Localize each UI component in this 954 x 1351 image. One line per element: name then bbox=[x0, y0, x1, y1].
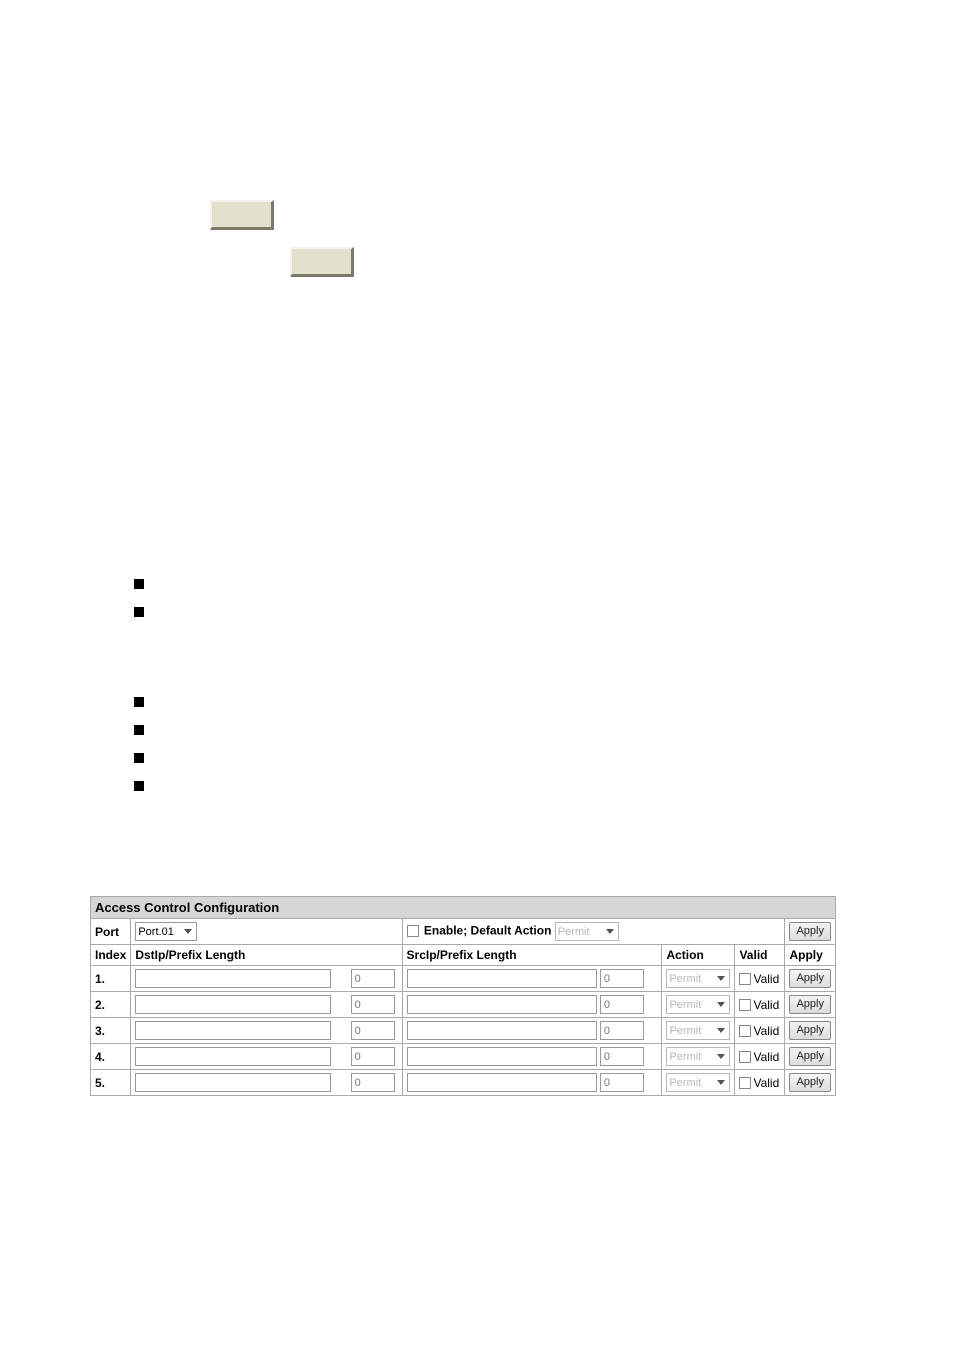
valid-checkbox[interactable] bbox=[739, 1051, 751, 1063]
dst-prefix-input[interactable] bbox=[351, 995, 395, 1014]
dstip-input[interactable] bbox=[135, 1021, 331, 1040]
acl-row: 5. Permit Valid Apply bbox=[91, 1070, 836, 1096]
row-index: 3. bbox=[91, 1018, 131, 1044]
dst-prefix-input[interactable] bbox=[351, 1073, 395, 1092]
dstip-input[interactable] bbox=[135, 969, 331, 988]
bullet-item bbox=[134, 598, 864, 626]
row-action-select[interactable]: Permit bbox=[666, 1021, 730, 1040]
row-action-select[interactable]: Permit bbox=[666, 1073, 730, 1092]
bullet-item bbox=[134, 744, 864, 772]
src-prefix-input[interactable] bbox=[600, 995, 644, 1014]
col-srcip: SrcIp/Prefix Length bbox=[402, 945, 662, 966]
row-index: 1. bbox=[91, 966, 131, 992]
row-action-select[interactable]: Permit bbox=[666, 995, 730, 1014]
src-prefix-input[interactable] bbox=[600, 1021, 644, 1040]
row-index: 2. bbox=[91, 992, 131, 1018]
dst-prefix-input[interactable] bbox=[351, 1047, 395, 1066]
srcip-input[interactable] bbox=[407, 1047, 597, 1066]
srcip-input[interactable] bbox=[407, 1021, 597, 1040]
col-action: Action bbox=[662, 945, 735, 966]
srcip-input[interactable] bbox=[407, 995, 597, 1014]
valid-label: Valid bbox=[753, 1024, 779, 1038]
dstip-input[interactable] bbox=[135, 995, 331, 1014]
bullet-item bbox=[134, 716, 864, 744]
bullet-list-2 bbox=[134, 688, 864, 800]
valid-checkbox[interactable] bbox=[739, 1025, 751, 1037]
row-apply-button[interactable]: Apply bbox=[789, 1073, 831, 1092]
valid-checkbox[interactable] bbox=[739, 1077, 751, 1089]
decor-button-1[interactable] bbox=[210, 200, 274, 230]
dst-prefix-input[interactable] bbox=[351, 1021, 395, 1040]
decor-button-2[interactable] bbox=[290, 247, 354, 277]
row-index: 4. bbox=[91, 1044, 131, 1070]
valid-label: Valid bbox=[753, 1050, 779, 1064]
srcip-input[interactable] bbox=[407, 969, 597, 988]
src-prefix-input[interactable] bbox=[600, 969, 644, 988]
bullet-list-1 bbox=[134, 570, 864, 626]
valid-checkbox[interactable] bbox=[739, 973, 751, 985]
row-apply-button[interactable]: Apply bbox=[789, 969, 831, 988]
src-prefix-input[interactable] bbox=[600, 1073, 644, 1092]
apply-header-button[interactable]: Apply bbox=[789, 922, 831, 941]
acl-table: Access Control Configuration Port Port.0… bbox=[90, 896, 836, 1096]
col-index: Index bbox=[91, 945, 131, 966]
col-apply: Apply bbox=[785, 945, 836, 966]
acl-row: 3. Permit Valid Apply bbox=[91, 1018, 836, 1044]
port-label: Port bbox=[91, 919, 131, 945]
dst-prefix-input[interactable] bbox=[351, 969, 395, 988]
valid-label: Valid bbox=[753, 1076, 779, 1090]
row-action-select[interactable]: Permit bbox=[666, 1047, 730, 1066]
srcip-input[interactable] bbox=[407, 1073, 597, 1092]
enable-checkbox[interactable] bbox=[407, 925, 419, 937]
dstip-input[interactable] bbox=[135, 1073, 331, 1092]
valid-checkbox[interactable] bbox=[739, 999, 751, 1011]
acl-title: Access Control Configuration bbox=[91, 897, 836, 919]
col-dstip: DstIp/Prefix Length bbox=[131, 945, 402, 966]
valid-label: Valid bbox=[753, 998, 779, 1012]
row-apply-button[interactable]: Apply bbox=[789, 1021, 831, 1040]
bullet-item bbox=[134, 772, 864, 800]
acl-row: 4. Permit Valid Apply bbox=[91, 1044, 836, 1070]
bullet-item bbox=[134, 688, 864, 716]
valid-label: Valid bbox=[753, 972, 779, 986]
default-action-select[interactable]: Permit bbox=[555, 922, 619, 941]
dstip-input[interactable] bbox=[135, 1047, 331, 1066]
bullet-item bbox=[134, 570, 864, 598]
col-valid: Valid bbox=[735, 945, 785, 966]
row-index: 5. bbox=[91, 1070, 131, 1096]
acl-row: 2. Permit Valid Apply bbox=[91, 992, 836, 1018]
port-select[interactable]: Port.01 bbox=[135, 922, 197, 941]
row-apply-button[interactable]: Apply bbox=[789, 1047, 831, 1066]
acl-row: 1. Permit Valid Apply bbox=[91, 966, 836, 992]
row-apply-button[interactable]: Apply bbox=[789, 995, 831, 1014]
enable-label: Enable; Default Action bbox=[424, 924, 552, 938]
src-prefix-input[interactable] bbox=[600, 1047, 644, 1066]
row-action-select[interactable]: Permit bbox=[666, 969, 730, 988]
